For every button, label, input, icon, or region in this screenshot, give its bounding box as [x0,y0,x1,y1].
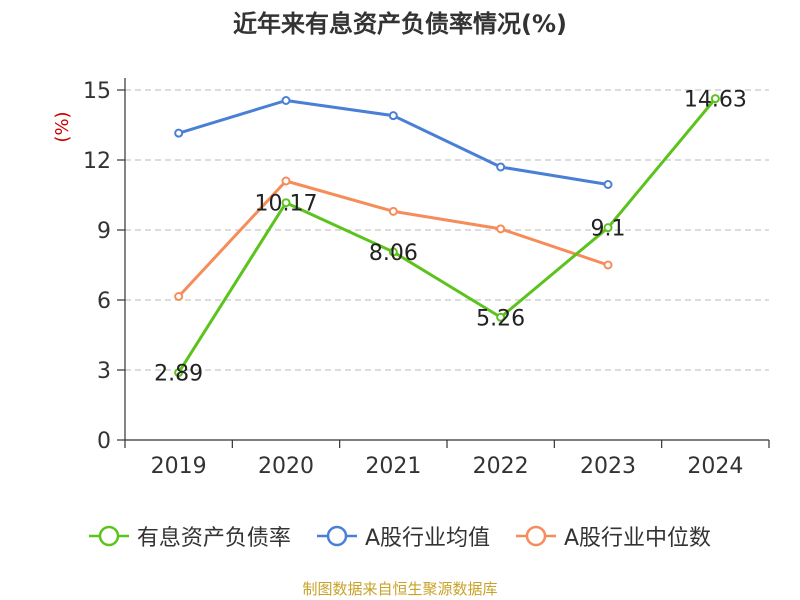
legend-marker-interest-bearing-debt-ratio [88,525,129,547]
data-point [496,224,506,234]
legend-label: A股行业均值 [364,526,490,551]
x-tick-label: 2023 [580,454,636,479]
series-line [177,97,717,374]
data-point [388,206,398,216]
data-point [174,292,184,301]
data-point [496,162,506,172]
data-source-note: 制图数据来自恒生聚源数据库 [302,580,498,598]
chart-legend: 有息资产负债率 A股行业均值 A股行业中位数 [0,520,800,552]
legend-item-industry-median[interactable]: A股行业中位数 [516,520,711,552]
data-label: 5.26 [476,306,525,331]
chart-title: 近年来有息资产负债率情况(%) [233,10,567,38]
data-label: 2.89 [154,362,203,387]
legend-marker-industry-average [316,525,357,547]
y-axis-label: (%) [52,111,73,142]
legend-item-interest-bearing-debt-ratio[interactable]: 有息资产负债率 [88,520,291,552]
data-point [281,198,291,208]
data-label: 14.63 [684,88,747,113]
data-point [603,260,613,270]
series-line [177,179,609,298]
y-tick-label: 9 [97,219,111,244]
legend-label: 有息资产负债率 [136,526,291,551]
data-point [603,180,613,189]
x-tick-label: 2020 [258,454,314,479]
y-tick-label: 15 [83,79,111,104]
x-tick-label: 2021 [365,454,421,479]
line-chart: 0 3 6 9 12 15 2019 2020 2021 2022 2023 2024 (%) 2.89 1… [52,78,770,479]
legend-marker-industry-median [516,525,556,547]
data-point [388,247,398,257]
data-point [496,312,506,322]
legend-label: A股行业中位数 [564,526,712,551]
data-point [281,176,291,186]
data-point [710,94,720,104]
data-point [174,128,184,138]
y-tick-label: 6 [97,289,111,314]
y-tick-label: 12 [83,149,111,174]
data-point [174,368,184,378]
data-label: 9.1 [591,217,626,242]
data-point [281,96,291,105]
legend-item-industry-average[interactable]: A股行业均值 [316,520,490,552]
x-tick-label: 2024 [687,454,743,479]
data-point [603,223,613,233]
x-tick-label: 2022 [473,454,529,479]
data-point [388,111,398,121]
data-label: 8.06 [369,241,418,266]
y-tick-label: 3 [97,359,111,384]
data-label: 10.17 [255,192,318,217]
y-tick-label: 0 [97,429,111,454]
x-tick-label: 2019 [151,454,207,479]
